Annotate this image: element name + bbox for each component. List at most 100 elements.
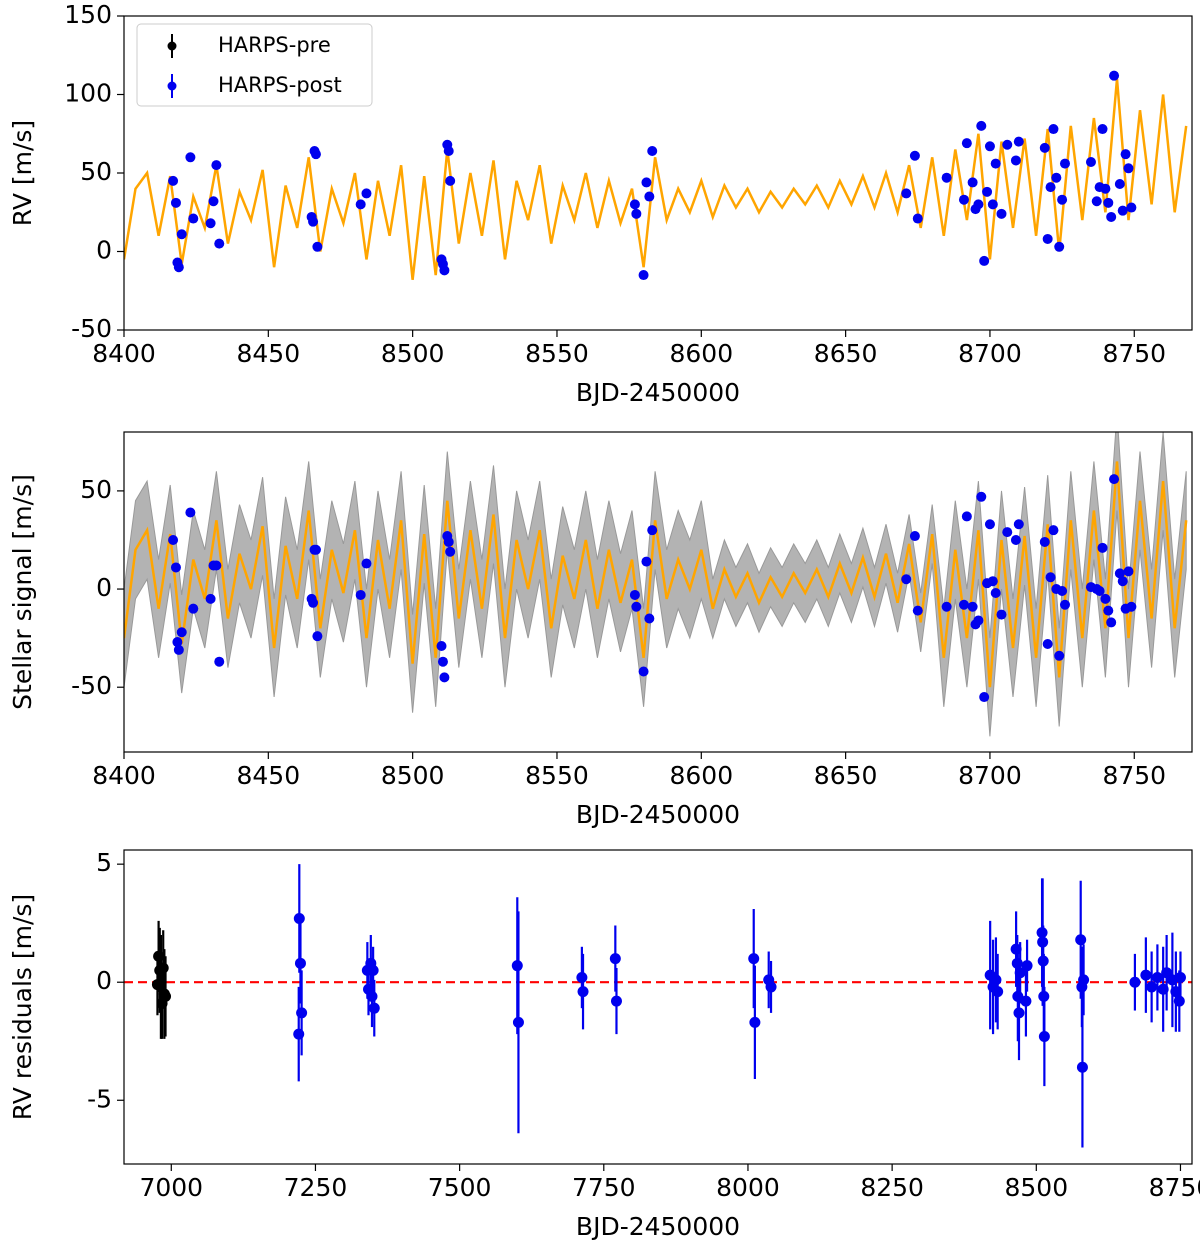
data-point — [1151, 971, 1163, 983]
data-point — [1097, 124, 1108, 135]
data-point — [1059, 158, 1070, 169]
y-tick-label: 50 — [80, 475, 112, 504]
data-point — [445, 175, 456, 186]
data-point — [749, 1016, 761, 1028]
data-point — [205, 218, 216, 229]
data-point — [1129, 976, 1141, 988]
data-point — [979, 692, 990, 703]
data-point — [1054, 241, 1065, 252]
x-tick-label: 8600 — [669, 339, 733, 368]
model-line — [124, 461, 1188, 688]
data-point — [1146, 981, 1158, 993]
data-point — [987, 199, 998, 210]
data-point — [168, 175, 179, 186]
x-tick-label: 8400 — [92, 339, 156, 368]
data-point — [294, 957, 306, 969]
data-point — [984, 519, 995, 530]
data-point — [987, 576, 998, 587]
data-point — [638, 666, 649, 677]
y-tick-label: -5 — [87, 1084, 112, 1113]
axes-frame — [123, 15, 1193, 331]
data-point — [1039, 536, 1050, 547]
x-tick-label: 8250 — [860, 1173, 924, 1202]
x-tick-label: 8700 — [958, 339, 1022, 368]
data-point — [765, 981, 777, 993]
data-point — [1048, 525, 1059, 536]
data-point — [188, 603, 199, 614]
x-tick-label: 7750 — [572, 1173, 636, 1202]
x-tick-label: 8650 — [814, 339, 878, 368]
data-point — [1091, 196, 1102, 207]
data-point — [1114, 568, 1125, 579]
data-point — [941, 172, 952, 183]
y-tick-label: 150 — [64, 0, 112, 29]
data-point — [1057, 194, 1068, 205]
data-point — [173, 644, 184, 655]
data-point — [1075, 934, 1087, 946]
x-tick-label: 8750 — [1149, 1173, 1200, 1202]
data-point — [1045, 572, 1056, 583]
data-point — [748, 953, 760, 965]
plot-area — [124, 70, 1188, 281]
data-point — [205, 593, 216, 604]
x-tick-label: 7000 — [139, 1173, 203, 1202]
data-point — [1120, 149, 1131, 160]
data-point — [511, 960, 523, 972]
data-point — [1173, 995, 1185, 1007]
data-point — [1045, 182, 1056, 193]
data-point — [355, 199, 366, 210]
data-point — [176, 627, 187, 638]
data-point — [296, 1007, 308, 1019]
data-point — [1126, 601, 1137, 612]
data-point — [609, 953, 621, 965]
data-point — [1078, 974, 1090, 986]
x-tick-label: 8750 — [1102, 339, 1166, 368]
data-point — [631, 601, 642, 612]
data-point — [1103, 605, 1114, 616]
x-tick-label: 8550 — [525, 339, 589, 368]
legend-marker — [167, 41, 177, 51]
data-point — [912, 213, 923, 224]
data-point — [973, 615, 984, 626]
legend-label: HARPS-pre — [218, 33, 331, 57]
data-point — [941, 601, 952, 612]
x-axis-label: BJD-2450000 — [576, 800, 740, 829]
y-tick-label: -50 — [71, 671, 112, 700]
data-point — [1106, 211, 1117, 222]
data-point — [912, 605, 923, 616]
data-point — [629, 199, 640, 210]
y-tick-label: 100 — [64, 79, 112, 108]
data-point — [214, 238, 225, 249]
legend-box — [136, 23, 373, 107]
y-axis-label: RV [m/s] — [8, 120, 37, 226]
plot-area — [124, 864, 1192, 1148]
x-tick-label: 8750 — [1102, 761, 1166, 790]
y-tick-label: 0 — [96, 236, 112, 265]
data-point — [312, 631, 323, 642]
data-point — [170, 197, 181, 208]
data-point — [176, 229, 187, 240]
data-point — [958, 194, 969, 205]
x-tick-label: 8550 — [525, 761, 589, 790]
x-tick-label: 8450 — [237, 761, 301, 790]
data-point — [436, 640, 447, 651]
x-tick-label: 8600 — [669, 761, 733, 790]
data-point — [214, 656, 225, 667]
data-point — [1114, 178, 1125, 189]
data-point — [1002, 139, 1013, 150]
data-point — [1109, 70, 1120, 81]
data-point — [1140, 969, 1152, 981]
data-point — [366, 990, 378, 1002]
data-point — [984, 141, 995, 152]
y-axis-label: Stellar signal [m/s] — [8, 474, 37, 710]
data-point — [1059, 599, 1070, 610]
data-point — [368, 1002, 380, 1014]
x-axis-label: BJD-2450000 — [576, 1212, 740, 1241]
data-point — [367, 964, 379, 976]
data-point — [188, 213, 199, 224]
data-point — [996, 609, 1007, 620]
data-point — [211, 160, 222, 171]
data-point — [1103, 197, 1114, 208]
data-point — [293, 912, 305, 924]
